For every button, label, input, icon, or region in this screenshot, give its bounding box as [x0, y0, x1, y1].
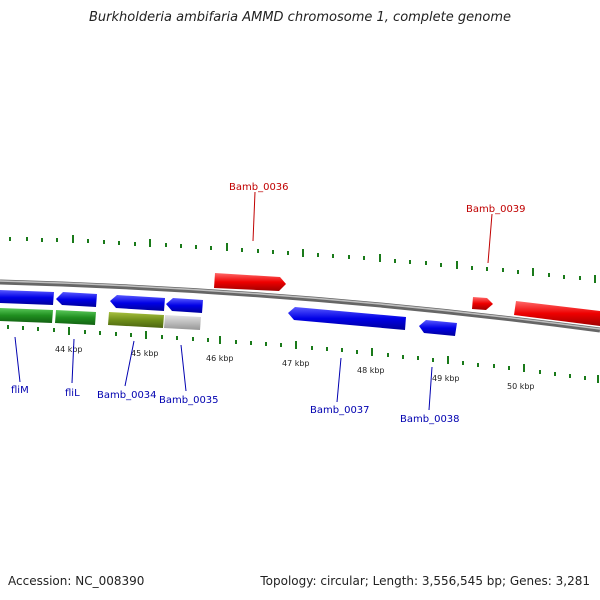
- scale-label-47: 47 kbp: [282, 359, 310, 368]
- gene-bamb-0039[interactable]: [472, 297, 493, 310]
- label-bamb-0038: Bamb_0038: [400, 414, 460, 425]
- genome-summary-text: Topology: circular; Length: 3,556,545 bp…: [260, 574, 590, 588]
- scale-label-48: 48 kbp: [357, 366, 385, 375]
- category-fliM: [0, 308, 53, 323]
- gene-bamb-0037[interactable]: [288, 307, 406, 330]
- reverse-leaders: [14, 336, 433, 411]
- page-title: Burkholderia ambifaria AMMD chromosome 1…: [88, 10, 512, 25]
- category-bamb-0034: [108, 312, 164, 328]
- genome-backbone: [0, 279, 600, 333]
- gene-bamb-0036[interactable]: [214, 273, 286, 291]
- label-bamb-0036: Bamb_0036: [229, 182, 289, 193]
- gene-flil-blue[interactable]: [56, 292, 97, 307]
- forward-leaders: [252, 191, 493, 264]
- accession-text: Accession: NC_008390: [8, 574, 145, 588]
- gene-bamb-0034-blue[interactable]: [110, 295, 165, 311]
- label-fliL: fliL: [65, 388, 80, 399]
- label-bamb-0035: Bamb_0035: [159, 395, 219, 406]
- scale-label-46: 46 kbp: [206, 354, 234, 363]
- scale-label-45: 45 kbp: [131, 349, 159, 358]
- scale-label-44: 44 kbp: [55, 345, 83, 354]
- inner-tick-row: [7, 325, 599, 383]
- label-bamb-0039: Bamb_0039: [466, 204, 526, 215]
- label-bamb-0034: Bamb_0034: [97, 390, 157, 401]
- label-fliM: fliM: [11, 385, 29, 396]
- scale-label-49: 49 kbp: [432, 374, 460, 383]
- category-fliL: [55, 310, 96, 325]
- scale-label-50: 50 kbp: [507, 382, 535, 391]
- category-bamb-0035: [164, 315, 201, 330]
- outer-tick-row: [9, 235, 596, 283]
- gene-bamb-0040[interactable]: [514, 301, 600, 326]
- label-bamb-0037: Bamb_0037: [310, 405, 370, 416]
- gene-bamb-0035-blue[interactable]: [166, 298, 203, 313]
- gene-bamb-0038[interactable]: [419, 320, 457, 336]
- gene-flim-blue[interactable]: [0, 290, 54, 305]
